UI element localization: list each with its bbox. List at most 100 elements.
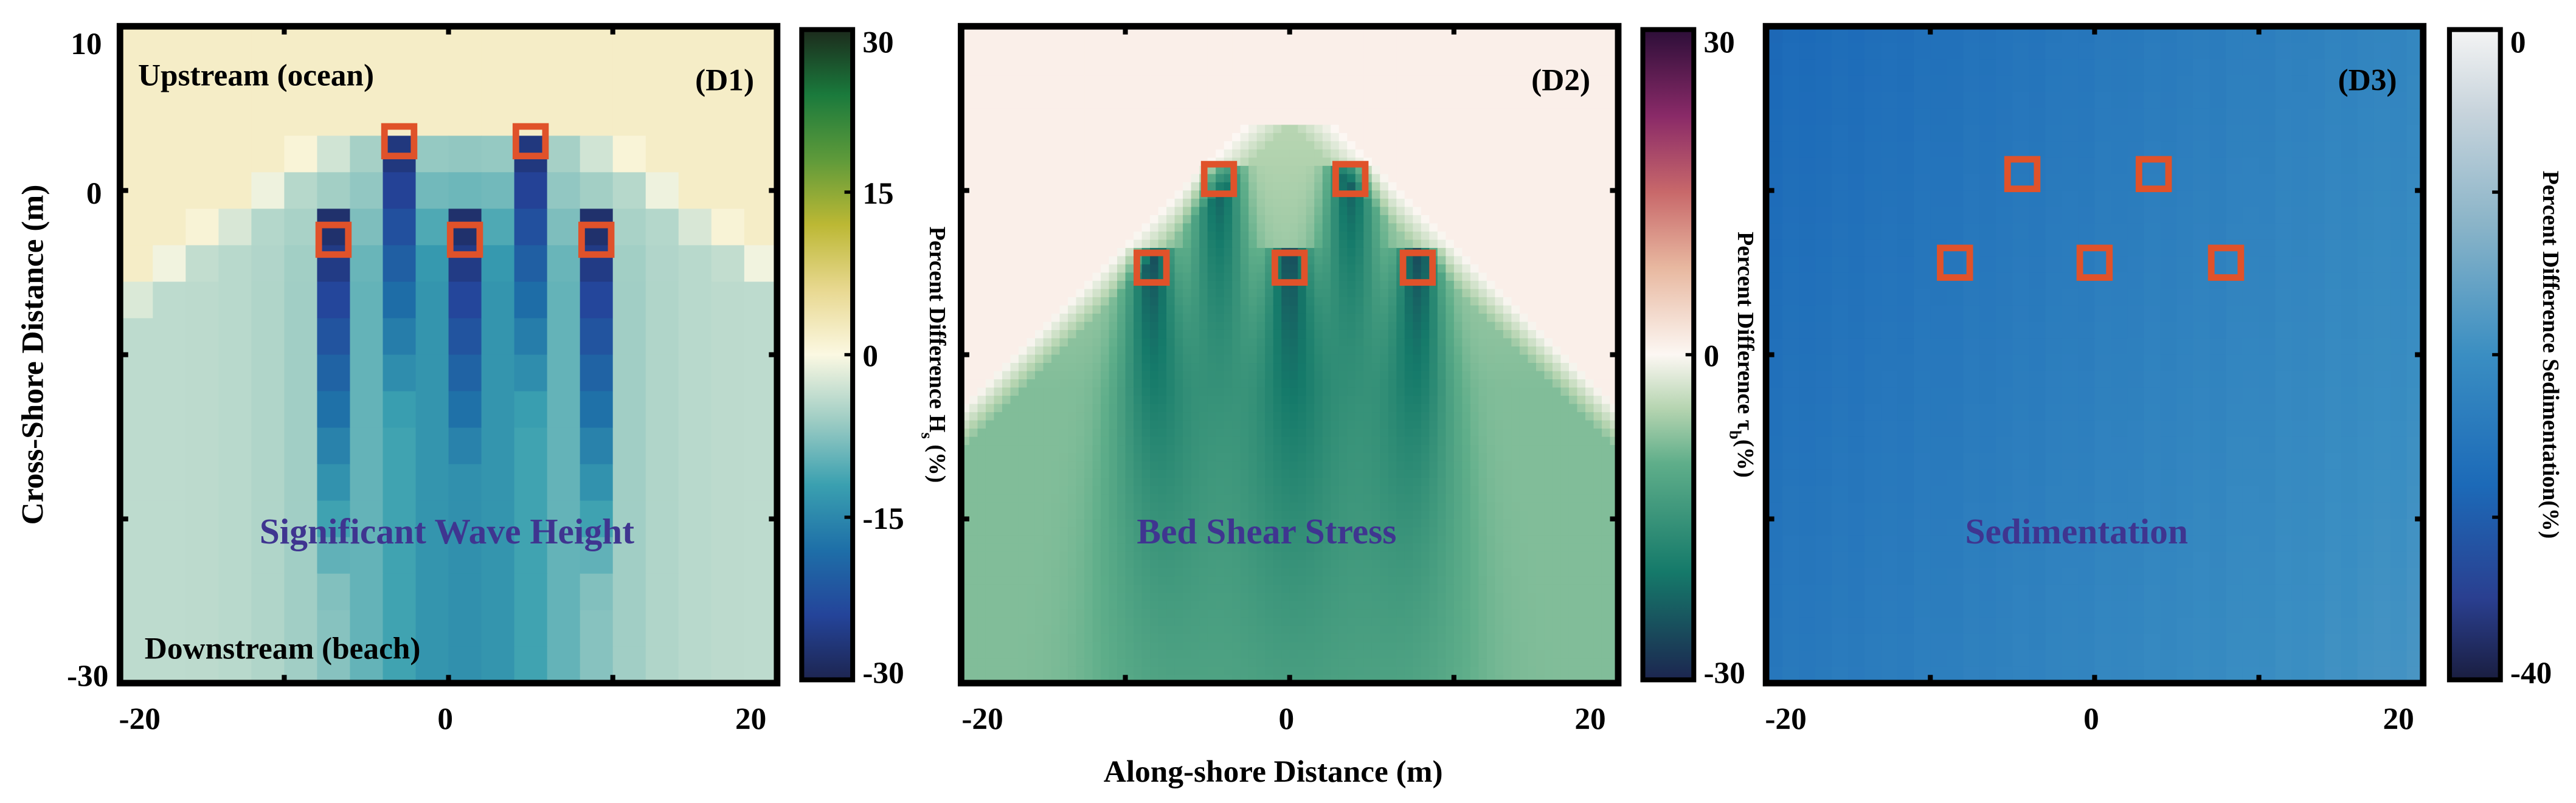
heatmap-cell [1158,461,1168,470]
heatmap-cell [415,99,449,137]
heatmap-cell [1355,198,1365,208]
heatmap-cell [1437,125,1447,134]
heatmap-cell [317,610,351,647]
heatmap-cell [1355,272,1365,282]
heatmap-cell [1429,83,1438,93]
heatmap-cell [1446,396,1455,405]
heatmap-cell [1109,190,1118,199]
heatmap-cell [1338,264,1348,274]
heatmap-cell [969,322,978,331]
heatmap-cell [1347,231,1356,241]
heatmap-cell [350,464,384,501]
heatmap-cell [1396,486,1405,495]
heatmap-cell [1511,429,1520,438]
heatmap-cell [1593,486,1603,495]
heatmap-cell [1265,240,1274,249]
heatmap-cell [1528,272,1537,282]
heatmap-cell [1338,486,1348,495]
heatmap-cell [1043,338,1053,348]
heatmap-cell [1560,346,1570,356]
heatmap-cell [1183,182,1192,191]
heatmap-cell [1191,429,1200,438]
heatmap-cell [1199,264,1208,274]
heatmap-cell [1503,289,1512,298]
heatmap-cell [1453,141,1463,150]
heatmap-cell [1593,108,1603,117]
heatmap-cell [1109,141,1118,150]
heatmap-cell [1076,157,1085,167]
heatmap-cell [1117,338,1126,348]
heatmap-cell [1306,108,1315,117]
heatmap-cell [1051,256,1061,266]
heatmap-cell [1010,215,1020,224]
heatmap-cell [1183,346,1192,356]
heatmap-cell [1141,404,1151,413]
heatmap-cell [185,245,220,283]
heatmap-cell [994,50,1003,60]
heatmap-cell [1396,461,1405,470]
heatmap-cell [1298,289,1307,298]
heatmap-cell [1511,387,1520,397]
heatmap-cell [1002,469,1011,479]
heatmap-cell [1092,174,1102,183]
heatmap-cell [1396,67,1405,77]
heatmap-cell [1371,412,1381,421]
heatmap-cell [1577,34,1587,44]
heatmap-cell [1470,67,1480,77]
heatmap-cell [1347,469,1356,479]
heatmap-cell [218,427,252,465]
heatmap-cell [1544,43,1554,52]
heatmap-cell [1380,445,1389,454]
heatmap-cell [1183,363,1192,372]
heatmap-cell [1256,231,1266,241]
heatmap-cell [1552,231,1562,241]
heatmap-cell [1084,289,1093,298]
heatmap-cell [1034,322,1044,331]
heatmap-cell [448,318,482,356]
x-tick-label-0: 0 [437,701,453,736]
heatmap-cell [1446,198,1455,208]
heatmap-cell [1585,354,1594,364]
heatmap-cell [153,610,187,647]
heatmap-cell [1101,297,1110,306]
heatmap-cell [1051,486,1061,495]
heatmap-cell [1043,207,1053,216]
heatmap-cell [1109,67,1118,77]
heatmap-cell [1371,305,1381,315]
heatmap-cell [1183,43,1192,52]
heatmap-cell [1191,264,1200,274]
heatmap-cell [1577,157,1587,167]
heatmap-cell [977,141,987,150]
heatmap-cell [977,207,987,216]
heatmap-cell [1347,396,1356,405]
heatmap-cell [1216,469,1225,479]
heatmap-cell [1018,289,1028,298]
heatmap-cell [969,436,978,446]
heatmap-cell [1437,429,1447,438]
heatmap-cell [1355,256,1365,266]
heatmap-cell [1568,198,1578,208]
heatmap-cell [1265,329,1274,339]
heatmap-cell [481,610,515,647]
heatmap-cell [1519,371,1529,381]
heatmap-cell [1413,165,1422,175]
heatmap-cell [1150,50,1159,60]
heatmap-cell [1585,75,1594,84]
heatmap-cell [1478,329,1487,339]
heatmap-cell [1207,297,1217,306]
heatmap-cell [1585,67,1594,77]
heatmap-cell [1560,404,1570,413]
heatmap-cell [1486,190,1496,199]
heatmap-cell [1446,478,1455,487]
heatmap-cell [1437,289,1447,298]
heatmap-cell [1265,354,1274,364]
y-tick-label-0: 0 [86,176,102,211]
heatmap-cell [1174,387,1184,397]
heatmap-cell [985,50,995,60]
heatmap-cell [1051,429,1061,438]
heatmap-cell [1256,182,1266,191]
heatmap-cell [1552,387,1562,397]
heatmap-cell [1446,92,1455,101]
heatmap-cell [185,209,220,246]
heatmap-cell [1216,396,1225,405]
